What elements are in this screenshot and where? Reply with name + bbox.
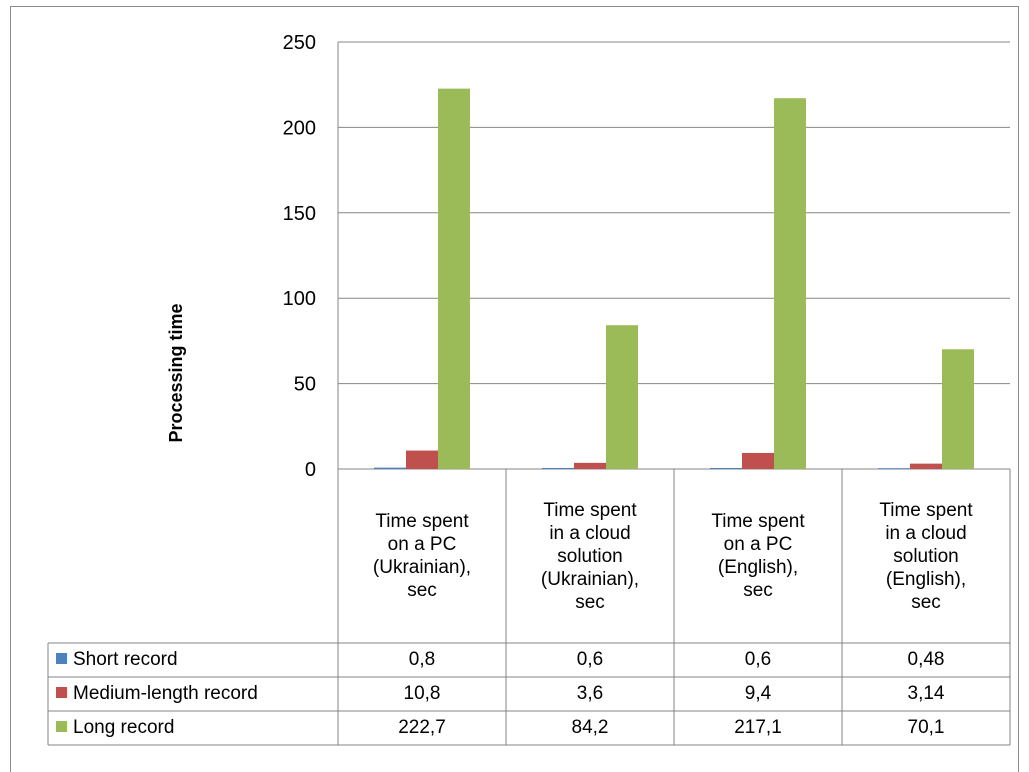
- x-tick-label: Time spent in a cloud solution (English)…: [879, 499, 973, 613]
- y-axis-label: Processing time: [166, 303, 186, 443]
- table-cell: 3,6: [576, 683, 604, 704]
- y-tick-label: 250: [283, 32, 316, 54]
- bar-medium-length-record: [574, 462, 606, 469]
- bar-short-record: [542, 467, 574, 469]
- bar-medium-length-record: [406, 450, 438, 469]
- legend-entry: Medium-length record: [56, 684, 258, 704]
- table-cell: 217,1: [734, 717, 782, 738]
- bar-long-record: [774, 98, 806, 469]
- y-tick-label: 200: [283, 117, 316, 139]
- x-tick-label: Time spent in a cloud solution (Ukrainia…: [540, 499, 640, 613]
- legend-swatch: [56, 721, 67, 732]
- table-cell: 84,2: [571, 717, 609, 738]
- table-cell: 9,4: [744, 683, 772, 704]
- table-cell: 10,8: [403, 683, 441, 704]
- x-tick-label: Time spent on a PC (English), sec: [711, 511, 805, 601]
- y-tick-label: 100: [283, 288, 316, 310]
- bar-short-record: [374, 467, 406, 469]
- y-tick-label: 0: [305, 459, 316, 481]
- legend-label: Short record: [73, 649, 178, 670]
- table-cell: 0,6: [744, 649, 772, 670]
- x-tick-label: Time spent on a PC (Ukrainian), sec: [372, 511, 472, 601]
- table-cell: 222,7: [398, 717, 446, 738]
- legend-entry: Short record: [56, 650, 178, 670]
- legend-label: Long record: [73, 717, 175, 738]
- legend-entry: Long record: [56, 718, 174, 738]
- legend-swatch: [56, 653, 67, 664]
- bar-medium-length-record: [910, 463, 942, 469]
- table-cell: 0,48: [907, 649, 945, 670]
- bar-long-record: [942, 349, 974, 469]
- y-tick-label: 50: [294, 374, 316, 396]
- bar-short-record: [710, 467, 742, 469]
- bar-long-record: [606, 325, 638, 469]
- table-cell: 70,1: [907, 717, 945, 738]
- bar-long-record: [438, 88, 470, 469]
- table-cell: 3,14: [907, 683, 945, 704]
- chart-frame: [10, 6, 1019, 772]
- bar-short-record: [878, 468, 910, 469]
- table-cell: 0,6: [576, 649, 604, 670]
- legend-swatch: [56, 687, 67, 698]
- legend-label: Medium-length record: [73, 683, 258, 704]
- y-tick-label: 150: [283, 203, 316, 225]
- table-cell: 0,8: [408, 649, 436, 670]
- bar-medium-length-record: [742, 452, 774, 469]
